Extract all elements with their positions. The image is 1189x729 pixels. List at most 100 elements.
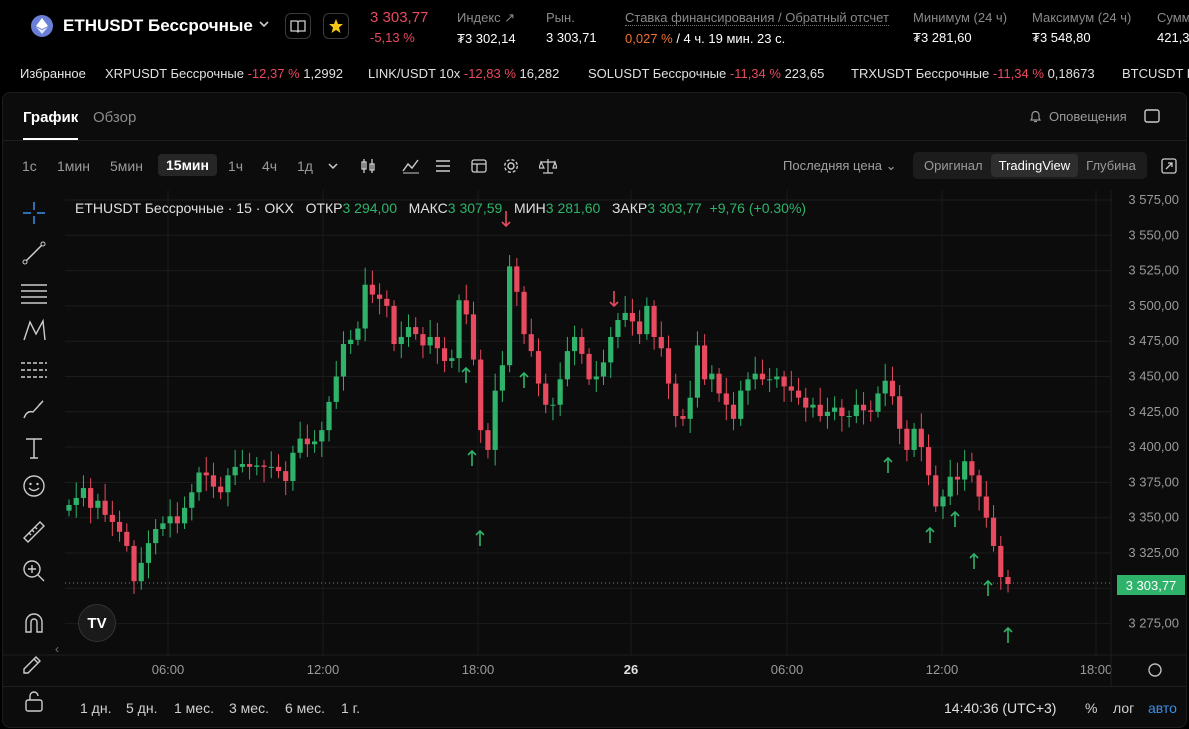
emoji-icon[interactable]: [17, 471, 51, 501]
candle-body: [1005, 577, 1011, 585]
settings-gear-icon[interactable]: [501, 156, 521, 176]
alerts-button[interactable]: Оповещения: [1028, 109, 1127, 124]
funding-stat[interactable]: Ставка финансирования / Обратный отсчет …: [625, 10, 889, 46]
favorites-label[interactable]: Избранное: [20, 66, 86, 81]
view-depth[interactable]: Глубина: [1086, 158, 1136, 173]
candle-body: [384, 298, 390, 306]
chevron-down-icon[interactable]: [257, 17, 271, 34]
range-6m[interactable]: 6 мес.: [285, 700, 325, 716]
range-5d[interactable]: 5 дн.: [126, 700, 158, 716]
ticker-item[interactable]: BTCUSDT Бе: [1122, 66, 1189, 81]
candle-body: [131, 545, 137, 582]
window-icon[interactable]: [1144, 109, 1160, 126]
candle-body: [976, 475, 982, 497]
clock-timezone[interactable]: 14:40:36 (UTC+3): [944, 700, 1057, 716]
brush-icon[interactable]: [17, 394, 51, 424]
tf-1s[interactable]: 1с: [22, 158, 37, 174]
low24-stat: Минимум (24 ч) ₮3 281,60: [913, 10, 1008, 45]
candle-body: [514, 266, 520, 292]
view-original[interactable]: Оригинал: [924, 158, 983, 173]
candle-body: [218, 486, 224, 493]
candles-icon[interactable]: [358, 156, 378, 176]
trendline-icon[interactable]: [17, 238, 51, 268]
candle-body: [427, 336, 433, 346]
pencil-lock-icon[interactable]: [17, 647, 51, 677]
candle-body: [261, 465, 267, 467]
template-icon[interactable]: [469, 156, 489, 176]
candle-body: [95, 500, 101, 508]
y-tick-label: 3 500,00: [1128, 298, 1179, 313]
range-1y[interactable]: 1 г.: [341, 700, 360, 716]
tf-15m[interactable]: 15мин: [158, 154, 217, 176]
range-1m[interactable]: 1 мес.: [174, 700, 214, 716]
candle-body: [730, 404, 737, 419]
tf-1d[interactable]: 1д: [297, 158, 313, 174]
candle-body: [138, 562, 144, 582]
candlestick-chart[interactable]: 3 575,00 3 550,00 3 525,00 3 500,00 3 475,00…: [3, 93, 1187, 686]
ticker-item[interactable]: LINK/USDT 10x -12,83 % 16,282: [368, 66, 560, 81]
candle-body: [311, 441, 318, 445]
buy-arrow-icon: [519, 371, 529, 388]
y-tick-label: 3 375,00: [1128, 474, 1179, 489]
tab-overview[interactable]: Обзор: [93, 109, 137, 126]
tab-chart[interactable]: График: [23, 109, 79, 140]
tf-1h[interactable]: 1ч: [228, 158, 244, 174]
crosshair-icon[interactable]: [17, 198, 51, 228]
star-icon[interactable]: [323, 13, 349, 39]
ticker-item[interactable]: SOLUSDT Бессрочные -11,34 % 223,65: [588, 66, 825, 81]
tf-4h[interactable]: 4ч: [262, 158, 278, 174]
price-change: -5,13 %: [370, 30, 415, 45]
y-tick-label: 3 575,00: [1128, 192, 1179, 207]
book-icon[interactable]: [285, 13, 311, 39]
y-tick-label: 3 325,00: [1128, 545, 1179, 560]
log-toggle[interactable]: лог: [1113, 700, 1135, 716]
chevron-down-icon: ⌄: [885, 158, 897, 173]
view-tradingview[interactable]: TradingView: [990, 154, 1079, 177]
fib-icon[interactable]: [17, 355, 51, 385]
expand-icon[interactable]: [1159, 156, 1179, 176]
candle-body: [687, 397, 693, 419]
candle-body: [853, 404, 859, 417]
scales-icon[interactable]: [538, 156, 558, 176]
horizontal-lines-icon[interactable]: [17, 278, 51, 308]
price-type-select[interactable]: Последняя цена ⌄: [783, 158, 897, 173]
candle-body: [803, 397, 809, 408]
chevron-down-icon[interactable]: [323, 156, 343, 176]
y-tick-label: 3 450,00: [1128, 369, 1179, 384]
candle-body: [593, 376, 599, 380]
range-3m[interactable]: 3 мес.: [229, 700, 269, 716]
collapse-arrow-icon[interactable]: ‹: [55, 642, 59, 656]
ruler-icon[interactable]: [17, 517, 51, 547]
candle-body: [795, 390, 802, 398]
percent-toggle[interactable]: %: [1085, 700, 1098, 716]
ticker-item[interactable]: XRPUSDT Бессрочные -12,37 % 1,2992: [105, 66, 344, 81]
magnet-icon[interactable]: [17, 608, 51, 638]
candle-body: [767, 379, 773, 381]
list-icon[interactable]: [433, 156, 453, 176]
candle-body: [196, 472, 202, 493]
candle-body: [102, 500, 108, 515]
unlock-icon[interactable]: [17, 686, 51, 716]
y-tick-label: 3 425,00: [1128, 404, 1179, 419]
range-1d[interactable]: 1 дн.: [80, 700, 112, 716]
indicators-icon[interactable]: [401, 156, 421, 176]
y-tick-label: 3 525,00: [1128, 263, 1179, 278]
symbol-name[interactable]: ETHUSDT Бессрочные: [63, 16, 253, 35]
pattern-icon[interactable]: [17, 316, 51, 346]
tradingview-logo-icon[interactable]: TV: [78, 604, 116, 642]
x-tick-label: 18:00: [1080, 662, 1113, 677]
zoom-in-icon[interactable]: [17, 556, 51, 586]
candle-body: [340, 344, 347, 377]
candle-body: [651, 305, 657, 337]
candle-body: [254, 465, 260, 467]
tf-1m[interactable]: 1мин: [57, 158, 90, 174]
auto-toggle[interactable]: авто: [1148, 700, 1177, 716]
candle-body: [933, 475, 939, 507]
ticker-item[interactable]: TRXUSDT Бессрочные -11,34 % 0,18673: [851, 66, 1095, 81]
candle-body: [925, 447, 932, 476]
text-tool-icon[interactable]: [17, 433, 51, 463]
tf-5m[interactable]: 5мин: [110, 158, 143, 174]
buy-arrow-icon: [950, 510, 960, 527]
last-price-tag: 3 303,77: [1117, 575, 1185, 595]
candle-body: [456, 300, 462, 359]
